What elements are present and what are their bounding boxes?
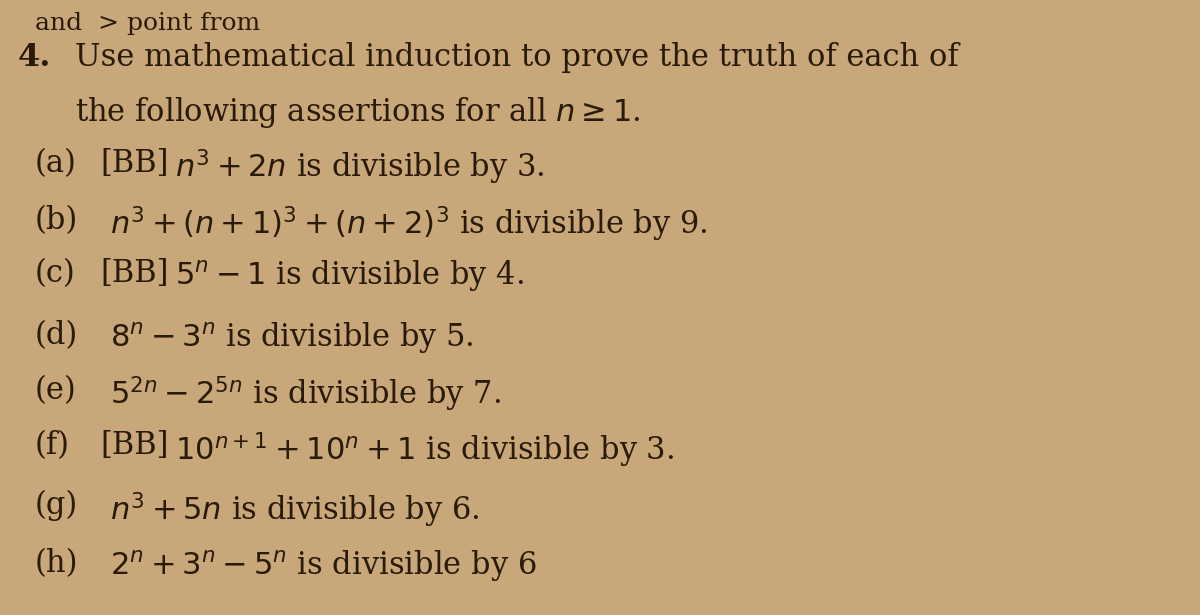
Text: (d): (d): [35, 320, 78, 351]
Text: (g): (g): [35, 490, 78, 522]
Text: (e): (e): [35, 375, 77, 406]
Text: (c): (c): [35, 258, 76, 289]
Text: $n^3 + (n+1)^3 + (n+2)^3$ is divisible by 9.: $n^3 + (n+1)^3 + (n+2)^3$ is divisible b…: [110, 205, 708, 245]
Text: (h): (h): [35, 548, 78, 579]
Text: and  > point from: and > point from: [35, 12, 260, 35]
Text: 4.: 4.: [18, 42, 52, 73]
Text: (f): (f): [35, 430, 70, 461]
Text: $5^{2n} - 2^{5n}$ is divisible by 7.: $5^{2n} - 2^{5n}$ is divisible by 7.: [110, 375, 500, 415]
Text: [BB]: [BB]: [100, 430, 168, 461]
Text: $10^{n+1} + 10^n + 1$ is divisible by 3.: $10^{n+1} + 10^n + 1$ is divisible by 3.: [175, 430, 674, 469]
Text: [BB]: [BB]: [100, 258, 168, 289]
Text: [BB]: [BB]: [100, 148, 168, 179]
Text: (a): (a): [35, 148, 77, 179]
Text: $8^n - 3^n$ is divisible by 5.: $8^n - 3^n$ is divisible by 5.: [110, 320, 474, 355]
Text: (b): (b): [35, 205, 78, 236]
Text: $2^n + 3^n - 5^n$ is divisible by 6: $2^n + 3^n - 5^n$ is divisible by 6: [110, 548, 536, 583]
Text: Use mathematical induction to prove the truth of each of: Use mathematical induction to prove the …: [74, 42, 959, 73]
Text: $n^3 + 5n$ is divisible by 6.: $n^3 + 5n$ is divisible by 6.: [110, 490, 480, 530]
Text: $5^n - 1$ is divisible by 4.: $5^n - 1$ is divisible by 4.: [175, 258, 524, 293]
Text: $n^3 + 2n$ is divisible by 3.: $n^3 + 2n$ is divisible by 3.: [175, 148, 545, 188]
Text: the following assertions for all $n \geq 1$.: the following assertions for all $n \geq…: [74, 95, 641, 130]
